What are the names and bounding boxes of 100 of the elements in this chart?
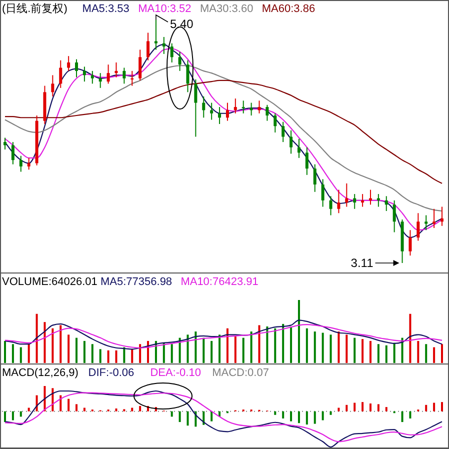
- bar: [139, 344, 142, 363]
- bar: [202, 411, 205, 425]
- candlestick: [392, 200, 396, 233]
- text: MA5:77356.98: [100, 276, 172, 288]
- bar: [107, 350, 110, 363]
- bar: [12, 344, 14, 363]
- bar: [139, 406, 142, 412]
- bar: [123, 347, 126, 363]
- candlestick: [432, 208, 436, 228]
- bar: [60, 325, 62, 363]
- bar: [433, 402, 436, 412]
- bar: [362, 402, 364, 412]
- text: MA30:3.60: [200, 3, 254, 15]
- candlestick: [170, 42, 174, 63]
- text: MA5:3.53: [82, 3, 130, 15]
- candlestick: [186, 60, 190, 93]
- bar: [425, 344, 428, 363]
- bar: [346, 334, 348, 363]
- bar: [194, 332, 197, 363]
- bar: [4, 411, 6, 422]
- candlestick: [106, 64, 110, 84]
- candlestick: [218, 106, 222, 124]
- candlestick: [242, 100, 245, 114]
- text: MA10:3.52: [138, 3, 192, 15]
- bar: [298, 411, 300, 424]
- bar: [306, 411, 308, 425]
- bar: [322, 332, 324, 363]
- candlestick: [266, 104, 269, 122]
- bar: [91, 344, 94, 363]
- bar: [346, 404, 348, 412]
- candlestick: [329, 196, 332, 216]
- bar: [385, 345, 388, 363]
- bar: [44, 322, 46, 363]
- bar: [12, 411, 14, 420]
- candlestick: [98, 72, 102, 88]
- series-label: DEA:-0.10: [150, 367, 201, 379]
- candlestick: [67, 56, 70, 72]
- candlestick: [376, 194, 380, 208]
- candlestick: [122, 67, 126, 84]
- bar: [362, 339, 364, 363]
- bar: [274, 328, 276, 363]
- bar: [210, 411, 213, 422]
- candlestick: [162, 36, 166, 54]
- chart-title: VOLUME:64026.01: [2, 276, 98, 288]
- candlestick: [19, 155, 22, 172]
- candlestick: [408, 230, 412, 256]
- bar: [115, 350, 118, 363]
- candlestick: [226, 102, 229, 122]
- candlestick: [384, 196, 388, 212]
- candlestick: [202, 96, 206, 118]
- candlestick: [440, 206, 444, 226]
- bar: [441, 344, 443, 363]
- candlestick: [234, 98, 237, 114]
- bar: [242, 338, 244, 363]
- bar: [250, 332, 252, 363]
- bar: [218, 334, 221, 363]
- bar: [170, 411, 173, 417]
- annotation: 3.11: [350, 256, 374, 270]
- bar: [76, 404, 78, 412]
- bar: [4, 340, 6, 363]
- bar: [20, 347, 22, 363]
- candlestick: [424, 214, 428, 231]
- bar: [417, 340, 420, 363]
- bar: [154, 340, 157, 363]
- bar: [99, 349, 102, 363]
- bar: [401, 338, 404, 363]
- candlestick: [305, 146, 308, 176]
- bar: [178, 411, 181, 422]
- bar: [409, 411, 412, 418]
- bar: [131, 349, 134, 363]
- bar: [314, 332, 316, 363]
- bar: [298, 300, 300, 363]
- candlestick: [258, 100, 261, 114]
- bar: [330, 411, 332, 415]
- bar: [170, 344, 173, 363]
- candlestick: [368, 189, 372, 206]
- candlestick: [194, 78, 198, 138]
- candlestick: [313, 164, 316, 192]
- candlestick: [4, 137, 6, 150]
- annotation: 5.40: [170, 17, 194, 31]
- bar: [441, 402, 443, 412]
- bar: [60, 395, 62, 412]
- bar: [338, 332, 340, 363]
- candlestick: [297, 138, 300, 158]
- bar: [258, 325, 260, 363]
- bar: [28, 344, 30, 363]
- bar: [202, 338, 205, 363]
- bar: [52, 328, 54, 363]
- candlestick: [282, 121, 285, 143]
- candlestick: [178, 51, 182, 72]
- bar: [162, 342, 165, 363]
- bar: [401, 411, 404, 422]
- bar: [290, 411, 292, 422]
- candlestick: [210, 102, 214, 120]
- candlestick: [138, 49, 142, 81]
- bar: [338, 408, 340, 412]
- bar: [68, 398, 70, 412]
- candlestick: [82, 66, 86, 82]
- bar: [330, 334, 332, 363]
- bar: [266, 326, 268, 363]
